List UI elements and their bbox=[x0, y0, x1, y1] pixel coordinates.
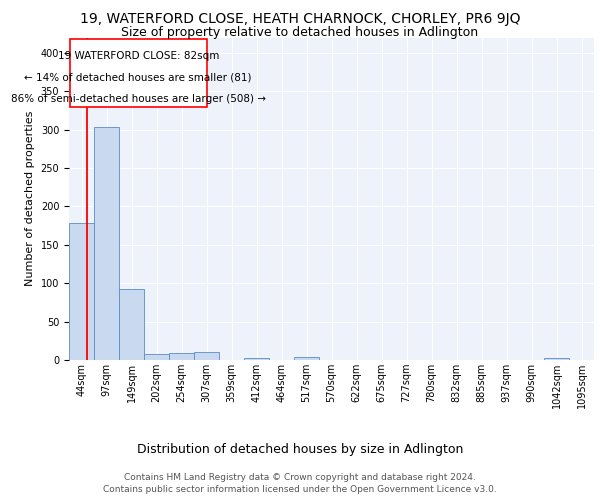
Bar bbox=[94, 128, 119, 360]
Text: 86% of semi-detached houses are larger (508) →: 86% of semi-detached houses are larger (… bbox=[11, 94, 266, 104]
Text: ← 14% of detached houses are smaller (81): ← 14% of detached houses are smaller (81… bbox=[25, 72, 252, 83]
Text: 19 WATERFORD CLOSE: 82sqm: 19 WATERFORD CLOSE: 82sqm bbox=[58, 51, 219, 61]
Bar bbox=[544, 358, 569, 360]
Bar bbox=[144, 354, 169, 360]
Bar bbox=[194, 352, 219, 360]
Y-axis label: Number of detached properties: Number of detached properties bbox=[25, 111, 35, 286]
Text: Distribution of detached houses by size in Adlington: Distribution of detached houses by size … bbox=[137, 443, 463, 456]
Bar bbox=[169, 353, 194, 360]
Text: 19, WATERFORD CLOSE, HEATH CHARNOCK, CHORLEY, PR6 9JQ: 19, WATERFORD CLOSE, HEATH CHARNOCK, CHO… bbox=[80, 12, 520, 26]
FancyBboxPatch shape bbox=[70, 39, 207, 106]
Bar bbox=[119, 288, 144, 360]
Bar bbox=[294, 357, 319, 360]
Bar bbox=[244, 358, 269, 360]
Text: Size of property relative to detached houses in Adlington: Size of property relative to detached ho… bbox=[121, 26, 479, 39]
Bar bbox=[69, 224, 94, 360]
Text: Contains HM Land Registry data © Crown copyright and database right 2024.
Contai: Contains HM Land Registry data © Crown c… bbox=[103, 472, 497, 494]
